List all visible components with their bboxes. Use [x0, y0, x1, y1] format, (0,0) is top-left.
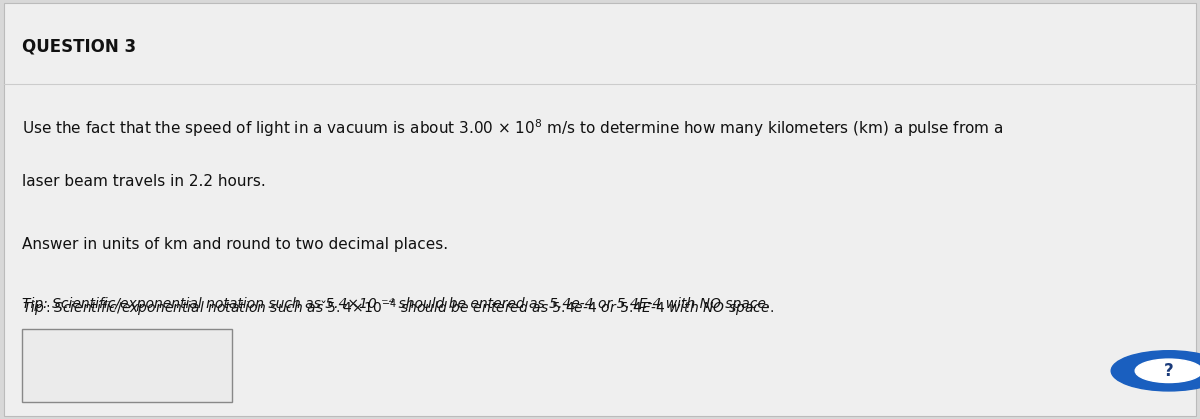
Text: laser beam travels in 2.2 hours.: laser beam travels in 2.2 hours. — [22, 174, 265, 189]
Text: ?: ? — [1164, 362, 1174, 380]
Text: QUESTION 3: QUESTION 3 — [22, 38, 136, 56]
Text: Use the fact that the speed of light in a vacuum is about 3.00 $\times$ 10$^{8}$: Use the fact that the speed of light in … — [22, 117, 1003, 139]
Circle shape — [1135, 359, 1200, 383]
Text: $\it{Tip: Scientific/exponential\ notation\ such\ as\ \check{5}.4{\times}10^{-4}: $\it{Tip: Scientific/exponential\ notati… — [22, 297, 774, 319]
Circle shape — [1111, 351, 1200, 391]
FancyBboxPatch shape — [4, 3, 1196, 416]
Text: Answer in units of km and round to two decimal places.: Answer in units of km and round to two d… — [22, 237, 448, 252]
FancyBboxPatch shape — [22, 329, 232, 402]
Text: Tip: Scientific/exponential notation such as 5.4×10 ⁻⁴ should be entered as 5.4e: Tip: Scientific/exponential notation suc… — [22, 297, 770, 311]
